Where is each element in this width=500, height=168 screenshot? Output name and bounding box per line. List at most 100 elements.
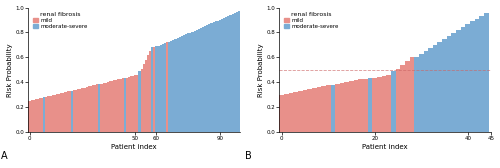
Bar	[228, 16, 230, 132]
Bar	[164, 43, 166, 132]
Bar	[113, 80, 115, 132]
Bar	[212, 22, 214, 132]
Bar	[400, 65, 405, 132]
Bar	[198, 29, 200, 132]
Bar	[344, 82, 349, 132]
Bar	[71, 91, 73, 132]
Text: B: B	[246, 151, 252, 161]
Bar	[438, 42, 442, 132]
Bar	[32, 100, 35, 132]
Bar	[174, 39, 176, 132]
Bar	[28, 101, 30, 132]
Bar	[410, 57, 414, 132]
Bar	[428, 48, 433, 132]
Bar	[138, 71, 140, 132]
Bar	[149, 51, 151, 132]
Bar	[118, 79, 120, 132]
Bar	[363, 78, 368, 132]
Bar	[128, 77, 130, 132]
Bar	[288, 93, 294, 132]
Bar	[94, 85, 96, 132]
Bar	[225, 17, 228, 132]
Bar	[44, 97, 46, 132]
Bar	[280, 95, 284, 132]
Bar	[321, 86, 326, 132]
Bar	[37, 99, 39, 132]
Bar	[354, 80, 358, 132]
Bar	[132, 76, 134, 132]
Bar	[145, 60, 147, 132]
Bar	[185, 34, 187, 132]
Bar	[202, 27, 204, 132]
Bar	[86, 87, 87, 132]
Bar	[136, 75, 138, 132]
Bar	[166, 42, 168, 132]
Bar	[433, 45, 438, 132]
Bar	[168, 42, 170, 132]
Bar	[192, 32, 194, 132]
Bar	[474, 18, 480, 132]
Bar	[64, 92, 66, 132]
Bar	[480, 15, 484, 132]
Bar	[210, 23, 212, 132]
Bar	[106, 82, 109, 132]
Bar	[217, 20, 219, 132]
Bar	[176, 38, 178, 132]
Bar	[214, 22, 217, 132]
Bar	[58, 94, 60, 132]
Bar	[447, 36, 452, 132]
Bar	[88, 86, 90, 132]
Bar	[30, 100, 32, 132]
Bar	[134, 75, 136, 132]
Bar	[73, 90, 75, 132]
Bar	[424, 51, 428, 132]
Bar	[126, 77, 128, 132]
Bar	[82, 88, 84, 132]
Bar	[335, 84, 340, 132]
Bar	[377, 77, 382, 132]
Bar	[368, 78, 372, 132]
Bar	[382, 76, 386, 132]
Bar	[238, 11, 240, 132]
Bar	[98, 84, 100, 132]
Bar	[470, 22, 474, 132]
Bar	[234, 13, 236, 132]
Bar	[219, 20, 221, 132]
Bar	[79, 89, 82, 132]
Bar	[206, 25, 208, 132]
Bar	[181, 36, 183, 132]
Bar	[35, 99, 37, 132]
Bar	[104, 82, 106, 132]
Bar	[414, 57, 419, 132]
Bar	[200, 28, 202, 132]
Bar	[124, 78, 126, 132]
Bar	[115, 80, 117, 132]
X-axis label: Patient index: Patient index	[362, 144, 408, 150]
Bar	[307, 89, 312, 132]
Bar	[456, 30, 460, 132]
Bar	[102, 83, 104, 132]
Bar	[372, 78, 377, 132]
Bar	[298, 91, 302, 132]
Bar	[236, 12, 238, 132]
Bar	[230, 15, 232, 132]
Bar	[39, 98, 41, 132]
Bar	[172, 40, 174, 132]
Bar	[56, 94, 58, 132]
Legend: mild, moderate-severe: mild, moderate-severe	[282, 10, 341, 30]
Bar	[386, 75, 391, 132]
Y-axis label: Risk Probability: Risk Probability	[258, 43, 264, 97]
Bar	[183, 35, 185, 132]
Bar	[50, 96, 51, 132]
Bar	[140, 69, 142, 132]
Bar	[452, 33, 456, 132]
X-axis label: Patient index: Patient index	[112, 144, 157, 150]
Bar	[178, 37, 181, 132]
Bar	[52, 95, 54, 132]
Bar	[460, 27, 466, 132]
Bar	[75, 90, 77, 132]
Bar	[330, 85, 335, 132]
Bar	[90, 86, 92, 132]
Bar	[316, 87, 321, 132]
Bar	[349, 81, 354, 132]
